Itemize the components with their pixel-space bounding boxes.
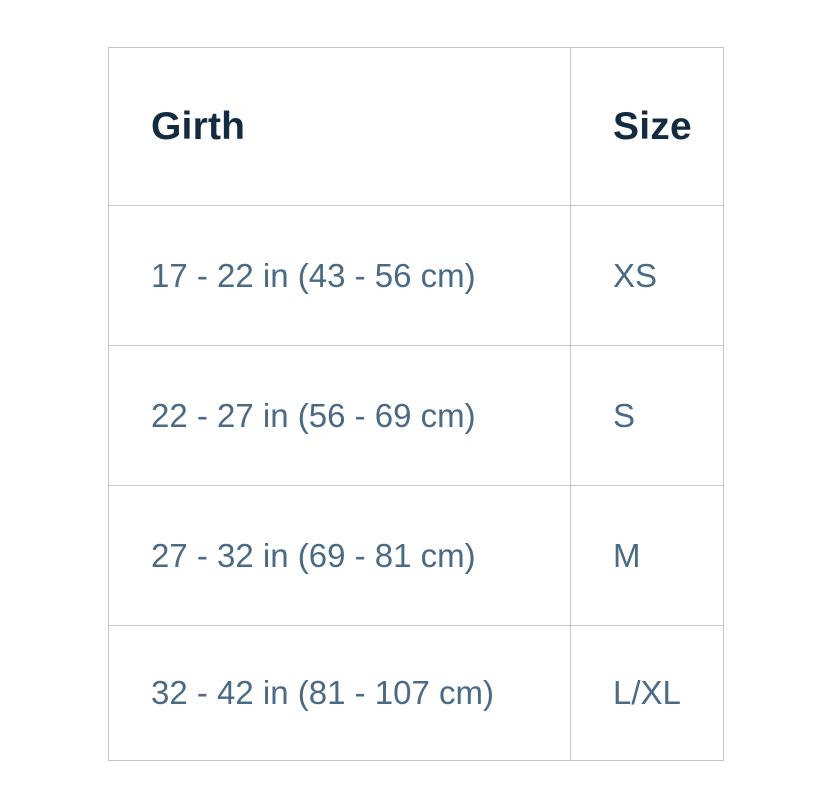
girth-cell: 27 - 32 in (69 - 81 cm) bbox=[108, 485, 571, 626]
size-cell: S bbox=[570, 345, 724, 486]
sizing-table: Girth Size 17 - 22 in (43 - 56 cm) XS 22… bbox=[108, 47, 724, 761]
girth-cell: 32 - 42 in (81 - 107 cm) bbox=[108, 625, 571, 761]
size-cell: XS bbox=[570, 205, 724, 346]
table-row: 32 - 42 in (81 - 107 cm) L/XL bbox=[108, 625, 724, 761]
table-row: 22 - 27 in (56 - 69 cm) S bbox=[108, 345, 724, 486]
size-cell: M bbox=[570, 485, 724, 626]
girth-cell: 22 - 27 in (56 - 69 cm) bbox=[108, 345, 571, 486]
table-row: 17 - 22 in (43 - 56 cm) XS bbox=[108, 205, 724, 346]
girth-cell: 17 - 22 in (43 - 56 cm) bbox=[108, 205, 571, 346]
size-cell: L/XL bbox=[570, 625, 724, 761]
sizing-table-body: 17 - 22 in (43 - 56 cm) XS 22 - 27 in (5… bbox=[108, 205, 724, 761]
size-column-header: Size bbox=[570, 47, 724, 206]
girth-column-header: Girth bbox=[108, 47, 571, 206]
table-row: 27 - 32 in (69 - 81 cm) M bbox=[108, 485, 724, 626]
sizing-table-container: Girth Size 17 - 22 in (43 - 56 cm) XS 22… bbox=[108, 47, 724, 761]
header-row: Girth Size bbox=[108, 47, 724, 206]
sizing-table-header: Girth Size bbox=[108, 47, 724, 206]
